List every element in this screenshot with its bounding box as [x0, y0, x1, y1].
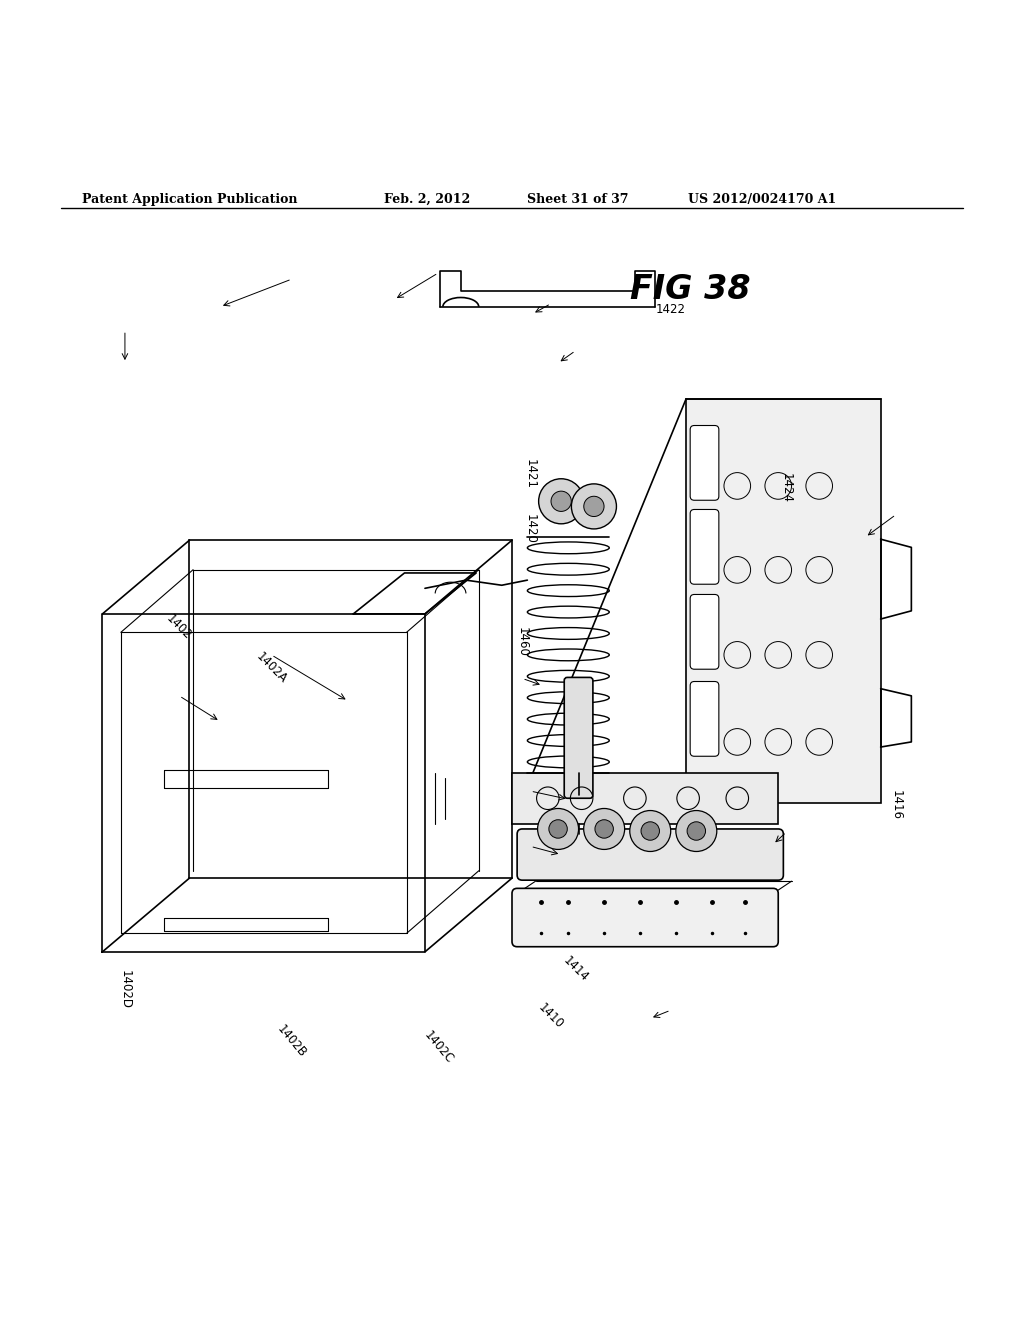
FancyBboxPatch shape [512, 772, 778, 824]
Text: FIG 38: FIG 38 [630, 273, 751, 306]
Text: 1402D: 1402D [119, 970, 131, 1010]
FancyBboxPatch shape [690, 681, 719, 756]
Text: 1402: 1402 [164, 612, 195, 643]
Circle shape [551, 491, 571, 511]
Text: 1402A: 1402A [253, 651, 290, 686]
Text: 1402C: 1402C [421, 1028, 456, 1065]
FancyBboxPatch shape [564, 677, 593, 799]
Circle shape [538, 808, 579, 850]
Circle shape [539, 479, 584, 524]
Text: 1421: 1421 [524, 458, 537, 488]
FancyBboxPatch shape [690, 425, 719, 500]
FancyBboxPatch shape [512, 888, 778, 946]
Circle shape [687, 822, 706, 841]
Text: 1416: 1416 [890, 791, 902, 821]
Text: 1422: 1422 [655, 304, 686, 317]
FancyBboxPatch shape [690, 594, 719, 669]
Text: 1410: 1410 [536, 1001, 566, 1031]
Text: 1414: 1414 [560, 954, 591, 985]
FancyBboxPatch shape [517, 829, 783, 880]
Text: Feb. 2, 2012: Feb. 2, 2012 [384, 193, 470, 206]
Circle shape [549, 820, 567, 838]
FancyBboxPatch shape [690, 510, 719, 585]
Circle shape [584, 808, 625, 850]
Circle shape [595, 820, 613, 838]
Circle shape [630, 810, 671, 851]
Text: 1420: 1420 [524, 513, 537, 544]
FancyBboxPatch shape [686, 399, 881, 804]
Circle shape [641, 822, 659, 841]
Text: 1460: 1460 [516, 627, 528, 656]
Circle shape [584, 496, 604, 516]
Circle shape [571, 484, 616, 529]
Circle shape [676, 810, 717, 851]
Text: US 2012/0024170 A1: US 2012/0024170 A1 [688, 193, 837, 206]
Text: 1402B: 1402B [274, 1022, 309, 1060]
Text: 1424: 1424 [780, 473, 793, 503]
Text: Sheet 31 of 37: Sheet 31 of 37 [527, 193, 629, 206]
Text: Patent Application Publication: Patent Application Publication [82, 193, 297, 206]
